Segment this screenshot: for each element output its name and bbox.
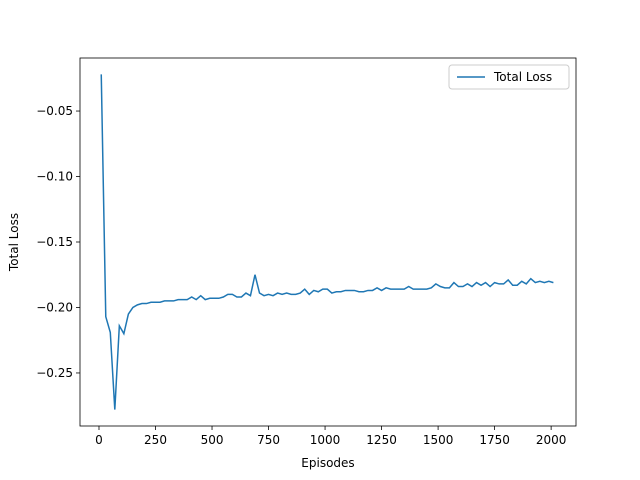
x-axis-label: Episodes (301, 456, 354, 470)
x-tick-label: 1750 (479, 433, 510, 447)
x-tick-label: 750 (257, 433, 280, 447)
legend-label: Total Loss (493, 70, 552, 84)
y-axis-label: Total Loss (7, 213, 21, 272)
y-tick-label: −0.20 (36, 300, 73, 314)
x-tick-label: 250 (144, 433, 167, 447)
y-tick-label: −0.15 (36, 235, 73, 249)
x-tick-label: 1250 (366, 433, 397, 447)
x-tick-label: 2000 (536, 433, 567, 447)
x-tick-label: 1000 (310, 433, 341, 447)
x-tick-label: 500 (201, 433, 224, 447)
x-tick-label: 1500 (423, 433, 454, 447)
plot-frame (79, 57, 577, 427)
line-series (100, 74, 554, 410)
x-tick-label: 0 (95, 433, 103, 447)
y-tick-label: −0.25 (36, 366, 73, 380)
y-tick-label: −0.05 (36, 104, 73, 118)
y-tick-label: −0.10 (36, 170, 73, 184)
legend-box (448, 64, 570, 90)
